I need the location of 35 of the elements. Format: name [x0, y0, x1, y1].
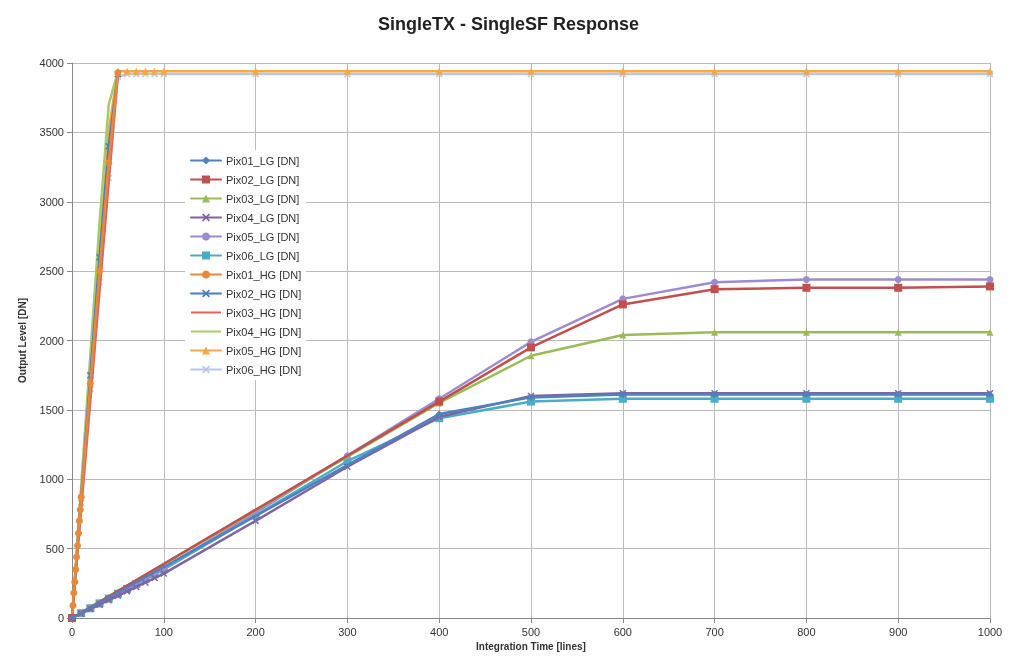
legend-label: Pix05_HG [DN] — [226, 344, 302, 357]
y-tick-label: 0 — [57, 612, 64, 624]
x-tick-label: 700 — [705, 625, 724, 638]
x-axis-title: Integration Time [lines] — [476, 641, 586, 653]
x-tick-label: 100 — [154, 625, 173, 638]
y-axis-title: Output Level [DN] — [16, 298, 28, 383]
legend-label: Pix06_LG [DN] — [226, 249, 300, 262]
x-tick-label: 200 — [246, 625, 265, 638]
x-tick-label: 800 — [797, 625, 816, 638]
x-tick-label: 900 — [889, 625, 908, 638]
legend-label: Pix06_HG [DN] — [226, 363, 302, 376]
y-tick-label: 2500 — [39, 265, 64, 278]
chart-title: SingleTX - SingleSF Response — [377, 14, 640, 34]
x-tick-label: 300 — [338, 625, 357, 638]
legend-label: Pix02_LG [DN] — [226, 173, 300, 186]
y-tick-label: 500 — [45, 542, 64, 555]
x-tick-label: 500 — [521, 625, 541, 638]
x-tick-label: 0 — [68, 625, 76, 638]
y-tick-label: 4000 — [39, 57, 64, 69]
y-tick-label: 1000 — [39, 473, 64, 486]
legend-label: Pix02_HG [DN] — [226, 287, 302, 300]
legend-label: Pix04_LG [DN] — [226, 211, 300, 224]
y-tick-label: 2000 — [39, 334, 64, 347]
x-tick-label: 600 — [613, 625, 632, 638]
legend-label: Pix01_LG [DN] — [226, 154, 300, 167]
x-tick-label: 1000 — [977, 625, 1003, 638]
y-tick-label: 3500 — [39, 126, 64, 139]
y-tick-label: 1500 — [39, 403, 64, 416]
legend-label: Pix03_LG [DN] — [226, 192, 300, 205]
y-tick-label: 3000 — [39, 195, 64, 208]
legend-label: Pix04_HG [DN] — [226, 325, 302, 338]
x-tick-label: 400 — [430, 625, 449, 638]
legend-label: Pix05_LG [DN] — [226, 230, 300, 243]
legend-label: Pix03_HG [DN] — [226, 306, 302, 319]
legend-label: Pix01_HG [DN] — [226, 268, 302, 281]
